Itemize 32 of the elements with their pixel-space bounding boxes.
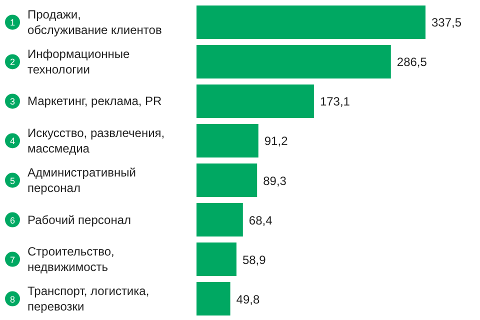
- data-label: 337,5: [432, 16, 462, 30]
- data-label: 91,2: [264, 134, 288, 148]
- text: 5: [10, 176, 16, 186]
- data-label: 89,3: [263, 174, 287, 188]
- data-label: 58,9: [242, 252, 266, 267]
- bar: [196, 44, 391, 79]
- bar: [196, 84, 314, 118]
- bar: [196, 124, 258, 158]
- y-tick-label: Административный персонал: [28, 166, 136, 195]
- y-tick-label: Маркетинг, реклама, PR: [28, 94, 162, 108]
- y-tick-label: Информационные технологии: [28, 47, 130, 76]
- data-label: 49,8: [236, 292, 260, 306]
- text: 7: [10, 254, 16, 265]
- text: 6: [10, 215, 16, 226]
- bar: [196, 202, 243, 237]
- data-label: 173,1: [320, 94, 350, 109]
- text: 1: [10, 18, 16, 28]
- text: 8: [10, 294, 16, 304]
- text: 2: [10, 57, 16, 68]
- y-tick-label: Строительство, недвижимость: [28, 244, 114, 274]
- y-tick-label: Продажи, обслуживание клиентов: [28, 8, 162, 37]
- bar: [196, 163, 258, 198]
- y-tick-label: Рабочий персонал: [28, 212, 132, 227]
- y-tick-label: Транспорт, логистика, перевозки: [28, 284, 150, 314]
- bar: [196, 5, 426, 40]
- text: 3: [10, 96, 16, 107]
- bar: [196, 242, 236, 276]
- bar: [196, 282, 230, 316]
- y-tick-label: Искусство, развлечения, массмедиа: [28, 126, 165, 156]
- text: 4: [10, 136, 16, 146]
- data-label: 68,4: [248, 213, 273, 228]
- data-label: 286,5: [396, 55, 428, 70]
